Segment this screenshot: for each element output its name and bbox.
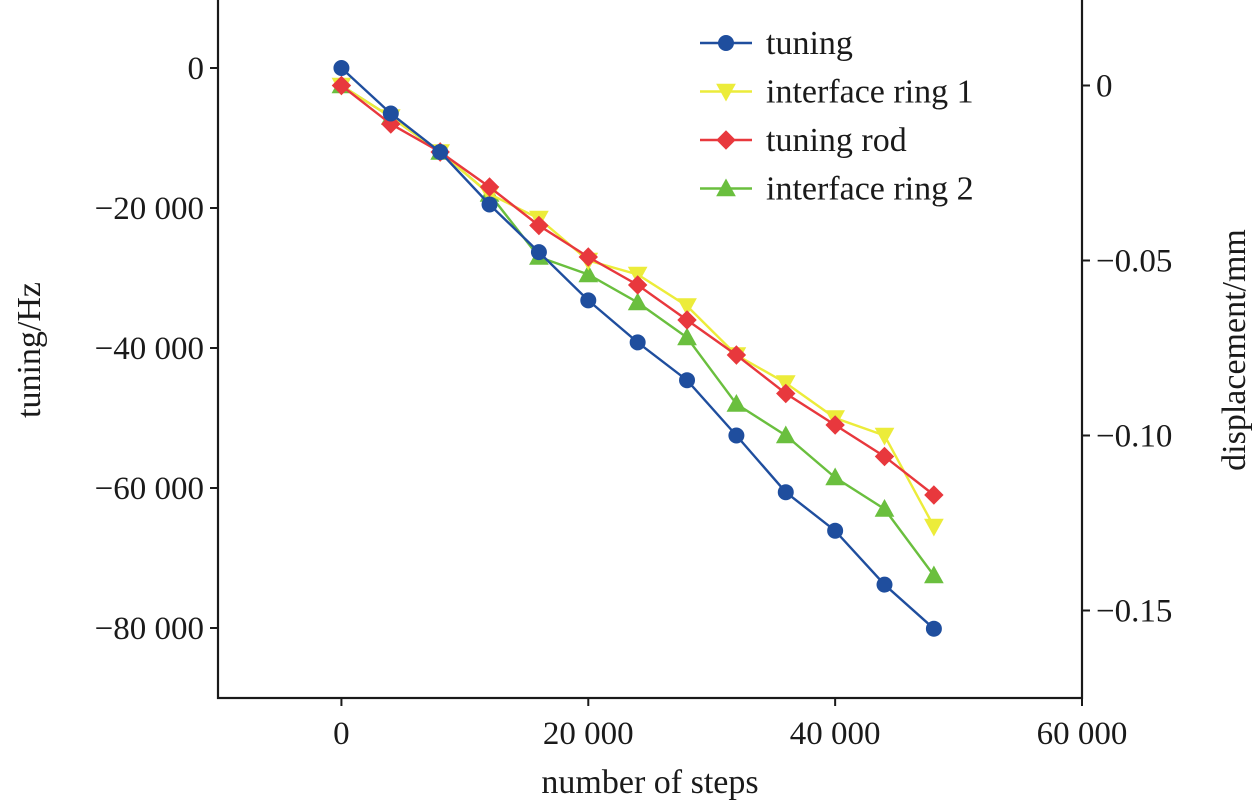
data-point-tuning: [876, 576, 893, 593]
data-point-tuning-rod: [726, 345, 747, 365]
x-tick-label: 60 000: [1037, 716, 1128, 752]
legend-item-interface-ring-2: interface ring 2: [700, 171, 974, 208]
left-y-tick-label: −80 000: [95, 611, 204, 647]
legend-marker: [716, 178, 736, 197]
x-tick-label: 40 000: [790, 716, 881, 752]
legend-label: tuning: [766, 25, 853, 62]
left-y-axis: 0 −20 000 −40 000 −60 000 −80 000: [95, 51, 218, 647]
legend-marker: [716, 83, 736, 102]
left-y-tick-label: −40 000: [95, 331, 204, 367]
right-y-tick-label: −0.10: [1096, 419, 1172, 455]
x-axis-label: number of steps: [541, 764, 758, 801]
data-point-interface-ring-2: [627, 292, 648, 311]
x-axis: 0 20 000 40 000 60 000: [333, 698, 1127, 752]
data-point-tuning: [925, 620, 942, 637]
legend-marker: [718, 35, 734, 51]
legend-label: tuning rod: [766, 122, 907, 159]
data-point-tuning-rod: [479, 177, 500, 197]
left-y-tick-label: −60 000: [95, 471, 204, 507]
data-point-tuning: [827, 522, 844, 539]
data-point-tuning: [333, 60, 350, 76]
data-point-interface-ring-2: [726, 393, 747, 412]
data-point-interface-ring-2: [775, 425, 796, 444]
legend-label: interface ring 2: [766, 171, 974, 208]
data-point-tuning: [382, 105, 399, 122]
data-point-tuning: [481, 196, 498, 213]
x-tick-label: 20 000: [543, 716, 634, 752]
data-point-interface-ring-2: [924, 565, 944, 584]
left-y-tick-label: 0: [188, 51, 205, 87]
data-point-tuning: [679, 372, 696, 389]
data-point-tuning-rod: [578, 247, 598, 267]
right-y-tick-label: −0.15: [1096, 594, 1172, 630]
right-y-axis-label: displacement/mm: [1216, 229, 1253, 471]
data-point-tuning: [728, 427, 745, 444]
legend-item-interface-ring-1: interface ring 1: [700, 74, 974, 111]
data-point-tuning-rod: [627, 275, 648, 295]
data-point-tuning-rod: [825, 415, 845, 435]
data-point-interface-ring-1: [677, 298, 697, 317]
left-y-axis-label: tuning/Hz: [11, 282, 48, 418]
right-y-axis: 0 −0.05 −0.10 −0.15: [1082, 69, 1172, 630]
series-line-interface-ring-2: [340, 84, 935, 577]
data-point-tuning: [777, 484, 794, 501]
series-tuning: [333, 60, 942, 637]
data-point-interface-ring-2: [578, 264, 599, 283]
legend-item-tuning: tuning: [700, 25, 853, 62]
data-point-tuning: [432, 144, 449, 160]
legend: tuning interface ring 1 tuning rod interfac…: [700, 25, 974, 208]
data-point-interface-ring-1: [924, 518, 944, 537]
data-point-tuning-rod: [924, 485, 944, 505]
data-point-tuning-rod: [677, 310, 697, 330]
data-point-tuning-rod: [331, 75, 352, 96]
data-point-interface-ring-2: [874, 498, 895, 517]
right-y-tick-label: 0: [1096, 69, 1113, 105]
data-point-interface-ring-2: [825, 467, 845, 486]
data-point-tuning-rod: [874, 446, 895, 467]
data-point-tuning: [530, 244, 547, 261]
left-y-tick-label: −20 000: [95, 191, 204, 227]
legend-item-tuning-rod: tuning rod: [700, 122, 907, 159]
legend-label: interface ring 1: [766, 74, 974, 111]
data-point-tuning-rod: [776, 383, 796, 404]
right-y-tick-label: −0.05: [1096, 244, 1172, 280]
legend-marker: [716, 130, 736, 150]
data-point-tuning: [629, 334, 646, 351]
data-point-interface-ring-1: [874, 427, 895, 446]
data-point-tuning-rod: [529, 215, 549, 236]
series-layer: [331, 60, 944, 637]
data-point-tuning: [580, 292, 597, 309]
x-tick-label: 0: [333, 716, 350, 752]
data-point-interface-ring-2: [677, 327, 697, 346]
